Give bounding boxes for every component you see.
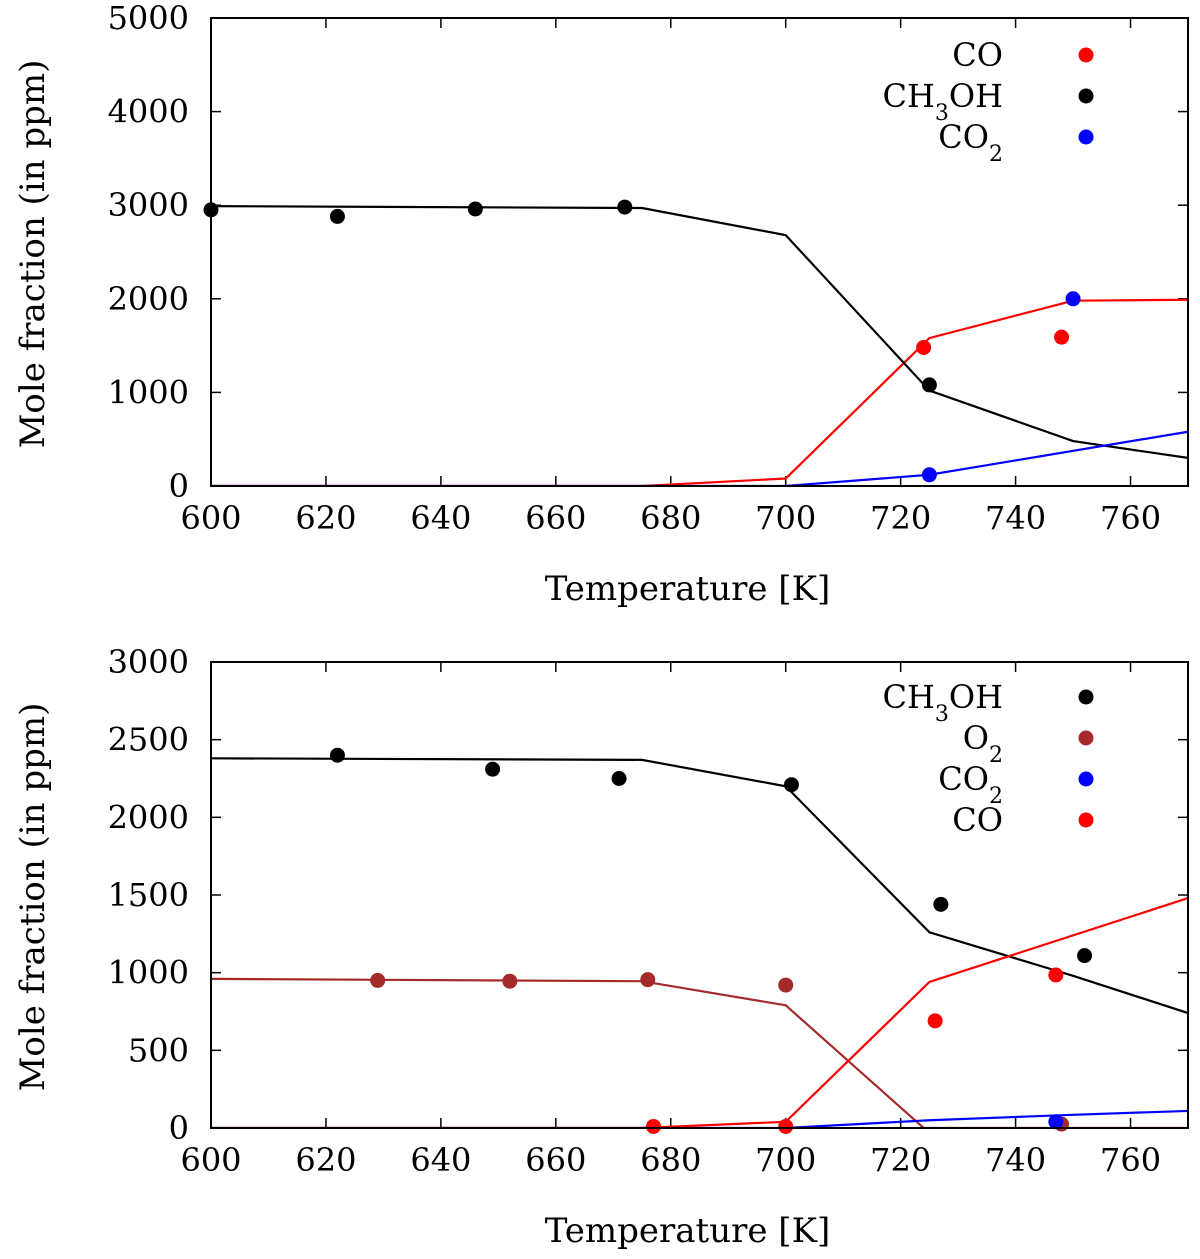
x-tick-label: 720 (870, 499, 931, 537)
legend-label-ch3oh: CH3OH (882, 678, 1003, 727)
x-tick-label: 700 (755, 499, 816, 537)
y-tick-label: 1000 (108, 373, 189, 411)
x-tick-label: 640 (410, 499, 471, 537)
x-tick-label: 700 (755, 1141, 816, 1179)
x-tick-label: 620 (295, 499, 356, 537)
data-point-ch3oh (617, 199, 633, 215)
x-tick-label: 680 (640, 1141, 701, 1179)
legend-marker-co2 (1078, 129, 1094, 145)
data-point-ch3oh (1077, 948, 1093, 964)
data-point-ch3oh (485, 761, 501, 777)
data-point-ch3oh (329, 208, 345, 224)
y-tick-label: 2000 (108, 280, 189, 318)
y-tick-label: 1500 (108, 876, 189, 914)
data-point-ch3oh (611, 771, 627, 786)
y-tick-label: 0 (169, 467, 189, 505)
data-point-co2 (1048, 1114, 1064, 1130)
data-point-ch3oh (783, 777, 799, 793)
legend-label-co2: CO2 (938, 760, 1003, 809)
legend-marker-co (1078, 47, 1094, 63)
legend-label-co: CO (952, 36, 1003, 74)
y-axis-label: Mole fraction (in ppm) (13, 60, 53, 449)
legend-marker-ch3oh (1078, 689, 1094, 705)
data-point-co (916, 339, 932, 355)
x-axis-label: Temperature [K] (545, 1211, 830, 1251)
x-tick-label: 660 (525, 1141, 586, 1179)
data-point-co (1054, 329, 1070, 345)
x-tick-label: 740 (985, 1141, 1046, 1179)
data-point-co2 (1065, 291, 1081, 307)
x-tick-label: 760 (1100, 1141, 1161, 1179)
x-tick-label: 600 (180, 499, 241, 537)
x-tick-label: 620 (295, 1141, 356, 1179)
y-tick-label: 3000 (108, 186, 189, 224)
x-tick-label: 740 (985, 499, 1046, 537)
y-tick-label: 3000 (108, 643, 189, 681)
series-line-o2 (211, 977, 1188, 1128)
legend-label-co2: CO2 (938, 118, 1003, 167)
plot-frame (210, 661, 1189, 1129)
legend-label-co: CO (952, 801, 1003, 839)
y-tick-label: 2500 (108, 721, 189, 759)
series-line-ch3oh (211, 757, 1188, 1015)
data-point-ch3oh (921, 377, 937, 393)
legend-marker-co2 (1078, 771, 1094, 787)
legend-marker-ch3oh (1078, 88, 1094, 104)
x-axis-label: Temperature [K] (545, 569, 830, 609)
data-point-co (778, 1118, 794, 1134)
data-point-co (927, 1013, 943, 1029)
plot-frame (210, 17, 1189, 487)
x-tick-label: 600 (180, 1141, 241, 1179)
chart-panel-2: 600 620 640 660 680 700 720 740 760 0 500 1000 1500 2… (13, 643, 1189, 1251)
series-line-ch3oh (211, 205, 1188, 460)
y-tick-label: 4000 (108, 93, 189, 131)
legend-marker-co (1078, 812, 1094, 828)
y-tick-label: 0 (169, 1109, 189, 1147)
data-point-co (646, 1118, 662, 1134)
data-point-o2 (502, 973, 518, 989)
series-line-co (211, 897, 1188, 1128)
plot-area (211, 205, 1188, 486)
x-tick-label: 760 (1100, 499, 1161, 537)
x-tick-label: 720 (870, 1141, 931, 1179)
y-tick-label: 2000 (108, 798, 189, 836)
data-point-co (1048, 967, 1064, 983)
data-point-o2 (778, 977, 794, 993)
series-line-co2 (211, 1109, 1188, 1128)
chart-panel-1: 600 620 640 660 680 700 720 740 760 0 1000 2000 3000… (13, 0, 1189, 609)
legend-label-ch3oh: CH3OH (882, 77, 1003, 126)
legend-label-o2: O2 (963, 719, 1003, 768)
series-line-co2 (211, 430, 1188, 486)
y-tick-label: 500 (128, 1031, 189, 1069)
data-point-ch3oh (933, 896, 949, 912)
y-tick-label: 1000 (108, 954, 189, 992)
y-axis-label: Mole fraction (in ppm) (13, 703, 53, 1092)
x-tick-label: 680 (640, 499, 701, 537)
series-line-co (211, 298, 1188, 486)
x-tick-label: 640 (410, 1141, 471, 1179)
data-point-ch3oh (467, 201, 483, 217)
y-tick-label: 5000 (108, 0, 189, 37)
data-point-co2 (921, 467, 937, 483)
x-tick-label: 660 (525, 499, 586, 537)
data-point-ch3oh (329, 747, 345, 763)
data-point-o2 (640, 972, 656, 988)
legend-marker-o2 (1078, 730, 1094, 746)
plot-area (211, 757, 1188, 1128)
data-point-o2 (370, 972, 386, 988)
